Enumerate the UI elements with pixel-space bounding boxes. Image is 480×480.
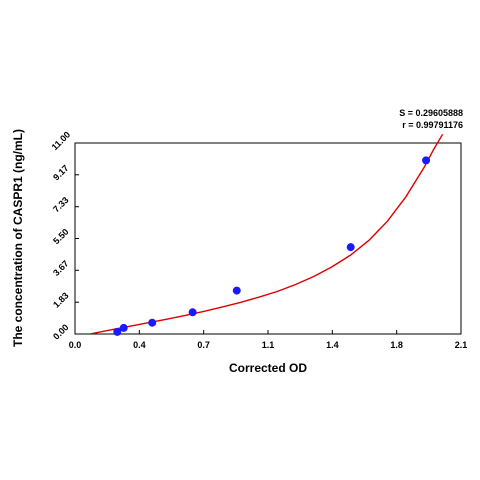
- plot-frame: [74, 142, 462, 335]
- y-axis-title: The concentration of CASPR1 (ng/mL): [11, 129, 25, 347]
- y-tick-label: 0.00: [51, 322, 70, 341]
- x-tick-label: 0.0: [69, 340, 82, 350]
- data-point: [148, 318, 157, 327]
- x-axis-title: Corrected OD: [229, 361, 307, 375]
- fit-curve-line: [89, 133, 444, 334]
- y-tick-label: 3.67: [51, 258, 70, 277]
- data-point: [188, 308, 197, 317]
- data-point: [119, 323, 128, 332]
- x-tick-label: 2.1: [455, 340, 468, 350]
- y-tick-label: 5.50: [51, 227, 70, 246]
- x-tick-label: 1.1: [262, 340, 275, 350]
- y-tick-label: 11.00: [50, 130, 73, 153]
- y-tick-label: 7.33: [51, 195, 70, 214]
- y-tick-label: 9.17: [51, 163, 70, 182]
- data-point: [346, 243, 355, 252]
- x-tick-label: 0.4: [133, 340, 146, 350]
- stat-r: r = 0.99791176: [402, 120, 463, 130]
- plot-area: [74, 142, 462, 335]
- x-tick-label: 1.4: [326, 340, 339, 350]
- x-tick-label: 0.7: [197, 340, 210, 350]
- y-tick-label: 1.83: [51, 290, 70, 309]
- data-point: [422, 156, 431, 165]
- x-axis-ticks: 0.0 0.4 0.7 1.1 1.4 1.8 2.1: [69, 330, 468, 350]
- data-points: [113, 156, 431, 336]
- stat-s: S = 0.29605888: [399, 108, 463, 118]
- data-point: [113, 327, 122, 336]
- x-tick-label: 1.8: [390, 340, 403, 350]
- data-point: [232, 286, 241, 295]
